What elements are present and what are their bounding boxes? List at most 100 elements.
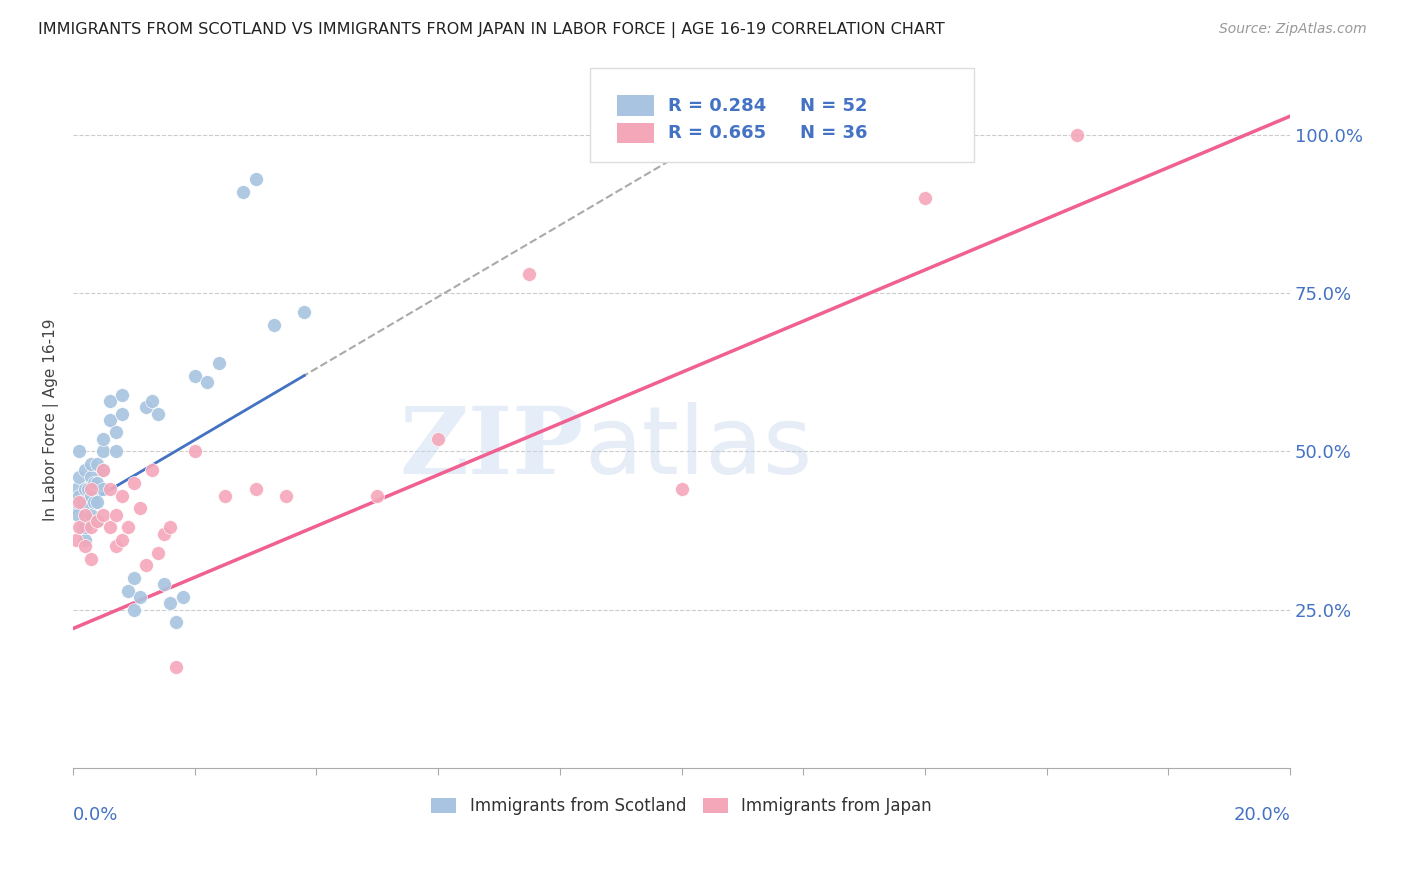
Legend: Immigrants from Scotland, Immigrants from Japan: Immigrants from Scotland, Immigrants fro…: [425, 790, 938, 822]
Point: [122, 476, 145, 491]
Point: [80, 520, 103, 534]
Text: 20.0%: 20.0%: [1233, 806, 1291, 824]
Point: [195, 375, 218, 389]
FancyBboxPatch shape: [591, 69, 973, 162]
Point: [135, 400, 157, 414]
Point: [75, 533, 97, 547]
Point: [153, 577, 176, 591]
Point: [166, 615, 188, 630]
Point: [93, 432, 115, 446]
Bar: [617, 95, 654, 116]
Point: [83, 476, 105, 491]
Text: R = 0.665: R = 0.665: [668, 124, 766, 142]
Point: [75, 520, 97, 534]
Text: ZIP: ZIP: [399, 402, 583, 492]
Point: [93, 463, 115, 477]
Point: [117, 520, 139, 534]
Point: [263, 318, 285, 332]
Point: [159, 520, 181, 534]
Point: [98, 520, 121, 534]
Point: [70, 520, 93, 534]
Point: [245, 172, 267, 186]
Point: [80, 469, 103, 483]
Point: [86, 514, 108, 528]
Point: [232, 185, 254, 199]
Point: [93, 508, 115, 522]
Text: N = 36: N = 36: [800, 124, 868, 142]
Point: [366, 489, 388, 503]
Point: [111, 407, 134, 421]
Point: [292, 305, 315, 319]
Point: [104, 508, 127, 522]
Point: [519, 268, 541, 282]
Point: [77, 483, 100, 497]
Point: [172, 590, 194, 604]
Point: [93, 444, 115, 458]
Point: [65, 495, 87, 509]
Point: [80, 483, 103, 497]
Point: [914, 191, 936, 205]
Point: [77, 495, 100, 509]
Point: [129, 501, 152, 516]
Point: [141, 393, 163, 408]
Point: [75, 508, 97, 522]
Point: [274, 489, 297, 503]
Point: [159, 596, 181, 610]
Point: [148, 407, 170, 421]
Point: [70, 495, 93, 509]
Point: [67, 495, 90, 509]
Point: [671, 483, 693, 497]
Point: [104, 444, 127, 458]
Point: [65, 483, 87, 497]
Text: atlas: atlas: [583, 401, 813, 493]
Point: [80, 508, 103, 522]
Point: [245, 483, 267, 497]
Point: [214, 489, 236, 503]
Point: [183, 368, 205, 383]
Point: [75, 463, 97, 477]
Point: [86, 457, 108, 471]
Point: [111, 533, 134, 547]
Point: [66, 508, 89, 522]
Point: [67, 520, 90, 534]
Point: [153, 526, 176, 541]
Point: [83, 495, 105, 509]
Bar: [617, 122, 654, 144]
Point: [104, 539, 127, 553]
Point: [93, 463, 115, 477]
Text: Source: ZipAtlas.com: Source: ZipAtlas.com: [1219, 22, 1367, 37]
Text: IMMIGRANTS FROM SCOTLAND VS IMMIGRANTS FROM JAPAN IN LABOR FORCE | AGE 16-19 COR: IMMIGRANTS FROM SCOTLAND VS IMMIGRANTS F…: [38, 22, 945, 38]
Point: [122, 602, 145, 616]
Y-axis label: In Labor Force | Age 16-19: In Labor Force | Age 16-19: [44, 318, 59, 521]
Point: [117, 583, 139, 598]
Point: [75, 483, 97, 497]
Point: [98, 483, 121, 497]
Point: [111, 489, 134, 503]
Point: [86, 495, 108, 509]
Point: [98, 393, 121, 408]
Point: [208, 356, 231, 370]
Point: [141, 463, 163, 477]
Point: [86, 514, 108, 528]
Text: 0.0%: 0.0%: [73, 806, 118, 824]
Point: [98, 413, 121, 427]
Point: [148, 546, 170, 560]
Point: [67, 489, 90, 503]
Point: [75, 539, 97, 553]
Text: R = 0.284: R = 0.284: [668, 97, 766, 115]
Point: [135, 558, 157, 573]
Point: [67, 469, 90, 483]
Point: [183, 444, 205, 458]
Point: [86, 476, 108, 491]
Point: [80, 457, 103, 471]
Text: N = 52: N = 52: [800, 97, 868, 115]
Point: [93, 483, 115, 497]
Point: [1066, 128, 1088, 143]
Point: [427, 432, 450, 446]
Point: [80, 552, 103, 566]
Point: [122, 571, 145, 585]
Point: [129, 590, 152, 604]
Point: [104, 425, 127, 440]
Point: [65, 533, 87, 547]
Point: [80, 489, 103, 503]
